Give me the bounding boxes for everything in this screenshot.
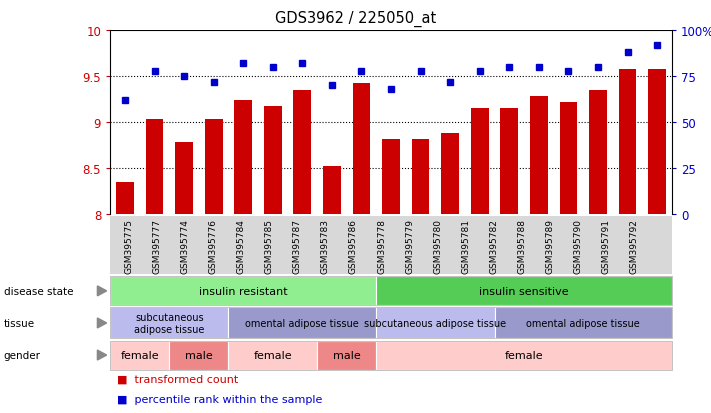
Text: GSM395781: GSM395781 bbox=[461, 219, 470, 274]
Text: omental adipose tissue: omental adipose tissue bbox=[526, 318, 640, 328]
Text: GDS3962 / 225050_at: GDS3962 / 225050_at bbox=[275, 10, 436, 26]
Text: female: female bbox=[505, 350, 543, 360]
Bar bbox=[648, 69, 666, 215]
Text: female: female bbox=[254, 350, 292, 360]
Text: GSM395783: GSM395783 bbox=[321, 219, 330, 274]
Text: GSM395777: GSM395777 bbox=[152, 219, 161, 274]
Bar bbox=[619, 69, 636, 215]
Text: omental adipose tissue: omental adipose tissue bbox=[245, 318, 359, 328]
Bar bbox=[264, 106, 282, 215]
Text: GSM395788: GSM395788 bbox=[518, 219, 526, 274]
Bar bbox=[589, 91, 607, 215]
Text: female: female bbox=[120, 350, 159, 360]
Text: GSM395780: GSM395780 bbox=[433, 219, 442, 274]
Text: GSM395787: GSM395787 bbox=[293, 219, 301, 274]
Text: GSM395791: GSM395791 bbox=[602, 219, 611, 274]
Text: GSM395786: GSM395786 bbox=[349, 219, 358, 274]
Bar bbox=[235, 101, 252, 215]
Text: subcutaneous adipose tissue: subcutaneous adipose tissue bbox=[364, 318, 506, 328]
Text: GSM395784: GSM395784 bbox=[237, 219, 245, 274]
Bar bbox=[146, 120, 164, 215]
Text: insulin sensitive: insulin sensitive bbox=[479, 286, 569, 296]
Bar bbox=[323, 167, 341, 215]
Text: GSM395778: GSM395778 bbox=[377, 219, 386, 274]
Text: GSM395792: GSM395792 bbox=[630, 219, 638, 274]
Text: ■  percentile rank within the sample: ■ percentile rank within the sample bbox=[117, 394, 323, 404]
Text: gender: gender bbox=[4, 350, 41, 360]
Bar bbox=[471, 109, 488, 215]
Bar bbox=[501, 109, 518, 215]
Bar bbox=[116, 183, 134, 215]
Text: GSM395782: GSM395782 bbox=[489, 219, 498, 274]
Text: male: male bbox=[333, 350, 360, 360]
Text: tissue: tissue bbox=[4, 318, 35, 328]
Bar bbox=[205, 120, 223, 215]
Bar bbox=[353, 84, 370, 215]
Bar bbox=[560, 103, 577, 215]
Bar bbox=[383, 140, 400, 215]
Text: ■  transformed count: ■ transformed count bbox=[117, 374, 239, 384]
Text: GSM395785: GSM395785 bbox=[264, 219, 274, 274]
Text: insulin resistant: insulin resistant bbox=[199, 286, 287, 296]
Bar bbox=[412, 140, 429, 215]
Text: GSM395775: GSM395775 bbox=[124, 219, 133, 274]
Text: disease state: disease state bbox=[4, 286, 73, 296]
Text: GSM395790: GSM395790 bbox=[574, 219, 582, 274]
Text: GSM395779: GSM395779 bbox=[405, 219, 414, 274]
Text: male: male bbox=[185, 350, 213, 360]
Bar bbox=[294, 91, 311, 215]
Bar bbox=[442, 134, 459, 215]
Text: subcutaneous
adipose tissue: subcutaneous adipose tissue bbox=[134, 312, 205, 334]
Text: GSM395776: GSM395776 bbox=[208, 219, 218, 274]
Bar bbox=[175, 143, 193, 215]
Bar bbox=[530, 97, 547, 215]
Text: GSM395774: GSM395774 bbox=[181, 219, 189, 274]
Text: GSM395789: GSM395789 bbox=[545, 219, 555, 274]
